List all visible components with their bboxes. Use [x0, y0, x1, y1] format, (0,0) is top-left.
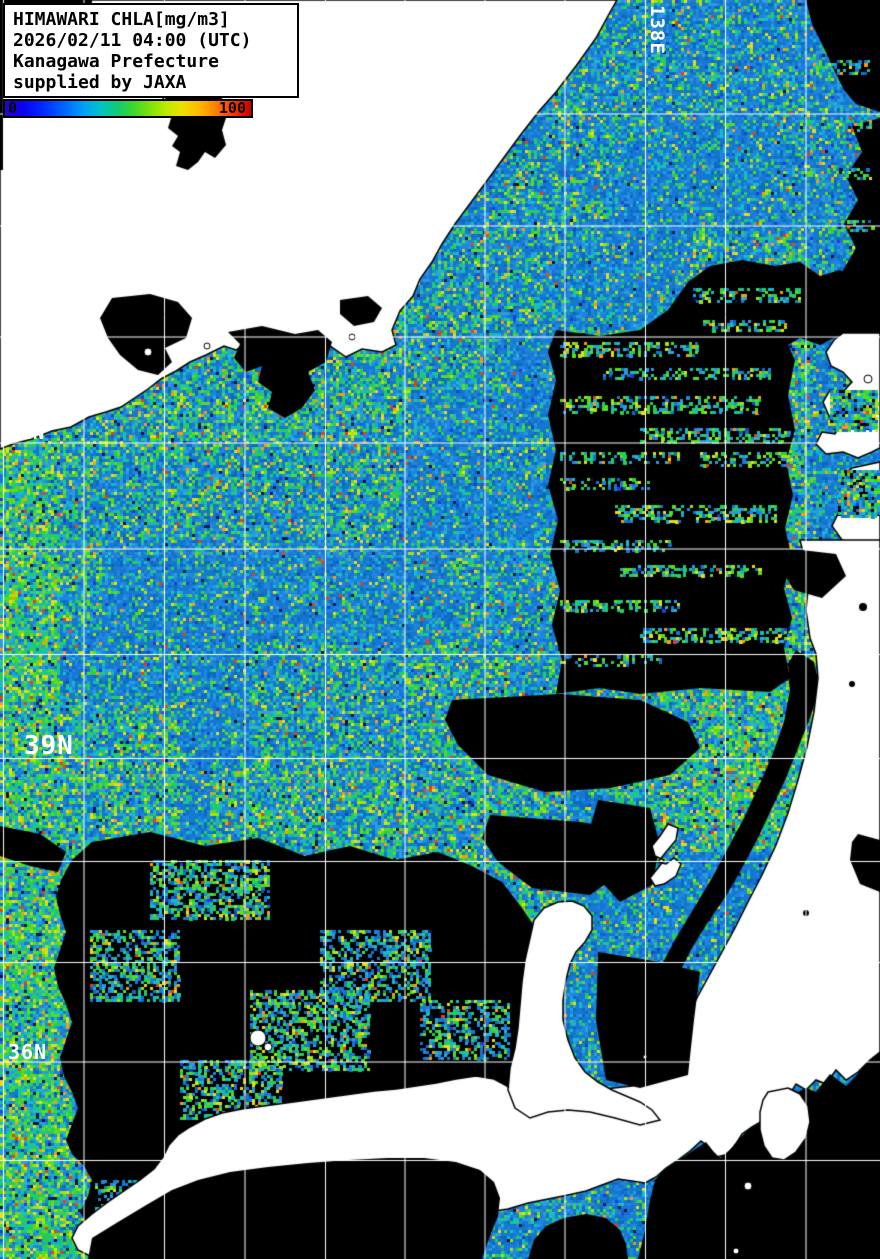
lat-label-42n: 42N	[8, 422, 46, 444]
lon-label-138e: 138E	[646, 5, 668, 55]
colorbar: 0 100	[3, 99, 253, 118]
product-title: HIMAWARI CHLA[mg/m3]	[13, 9, 230, 30]
colorbar-min-label: 0	[8, 99, 18, 117]
data-credit: supplied by JAXA	[13, 72, 187, 93]
lat-label-39n: 39N	[24, 731, 74, 761]
timestamp: 2026/02/11 04:00 (UTC)	[13, 30, 252, 51]
colorbar-max-label: 100	[218, 99, 246, 117]
info-box: HIMAWARI CHLA[mg/m3] 2026/02/11 04:00 (U…	[3, 3, 299, 98]
lat-label-36n: 36N	[8, 1040, 48, 1064]
region-name: Kanagawa Prefecture	[13, 51, 219, 72]
